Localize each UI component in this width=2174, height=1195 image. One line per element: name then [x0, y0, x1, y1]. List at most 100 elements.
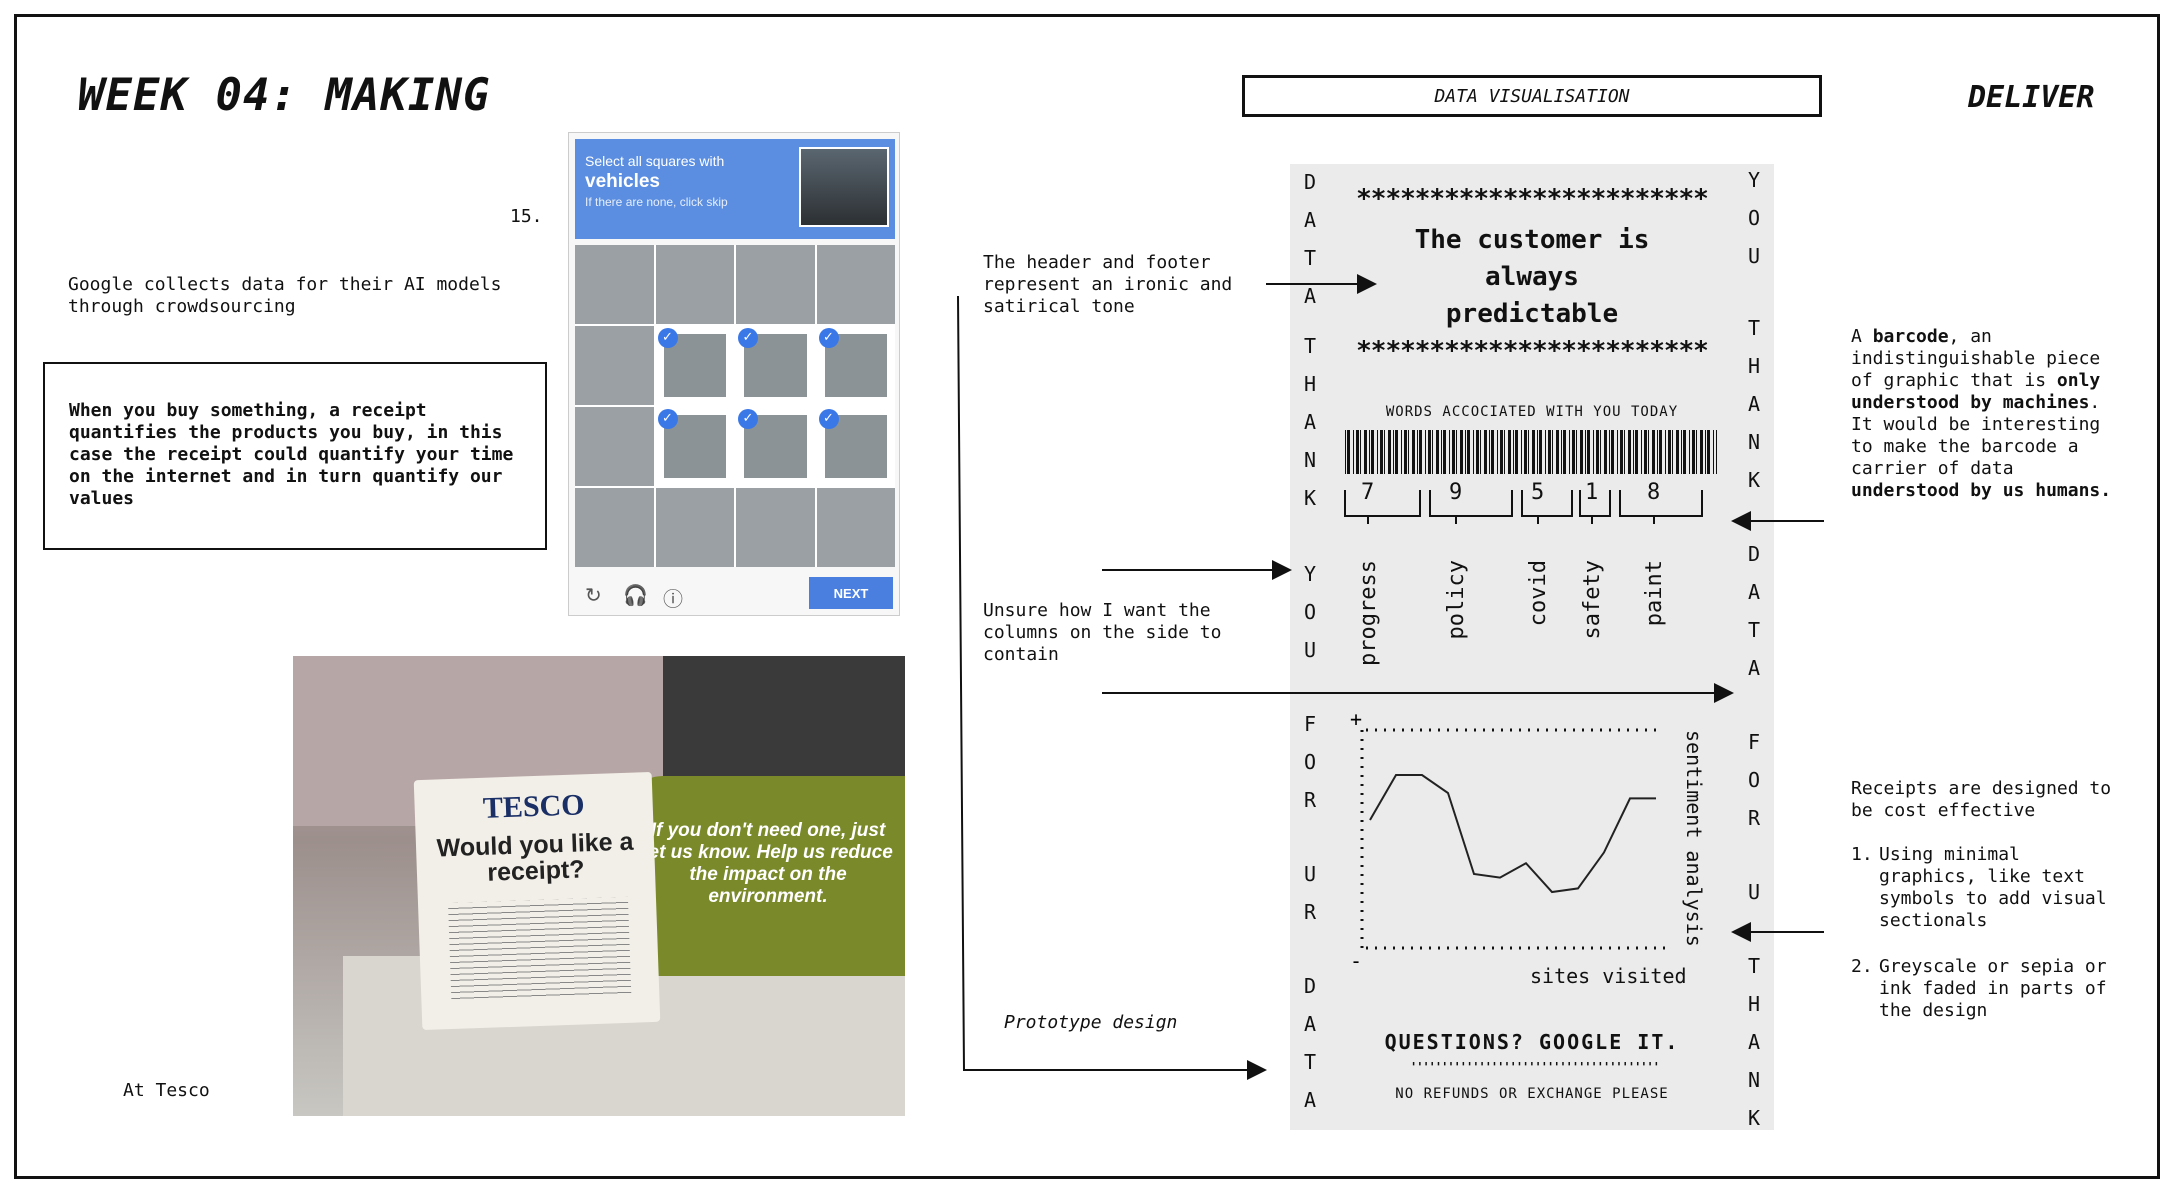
captcha-tile[interactable] [736, 245, 815, 324]
phase-label: DELIVER [1968, 80, 2095, 115]
captcha-tile[interactable] [575, 407, 654, 486]
digit-bracket [1429, 490, 1513, 524]
barcode-bar [1624, 430, 1625, 474]
barcode-bar [1380, 430, 1383, 474]
barcode-bar [1545, 430, 1546, 474]
digit-brackets [1344, 490, 1703, 524]
captcha-tile[interactable] [655, 245, 734, 324]
captcha-tile[interactable]: ✓ [655, 326, 734, 405]
sentiment-chart: +- [1350, 708, 1668, 968]
side-letter: K [1303, 486, 1317, 510]
side-letter: A [1747, 580, 1761, 604]
barcode-bar [1467, 430, 1470, 474]
barcode-bar [1552, 430, 1553, 474]
barcode-bar [1657, 430, 1658, 474]
sentiment-label: sentiment analysis [1682, 730, 1706, 947]
barcode-note-text: , an indistinguishable piece of graphic … [1851, 326, 2101, 391]
side-letter: T [1303, 334, 1317, 358]
side-letter: A [1303, 410, 1317, 434]
captcha-tile[interactable]: ✓ [816, 326, 895, 405]
list-item-2: Greyscale or sepia or ink faded in parts… [1879, 956, 2107, 1021]
barcode-bar [1508, 430, 1511, 474]
captcha-tile[interactable] [816, 245, 895, 324]
barcode-bar [1585, 430, 1586, 474]
headphones-icon[interactable]: 🎧 [623, 583, 648, 607]
section-box-label: DATA VISUALISATION [1434, 85, 1630, 107]
sites-label: sites visited [1530, 964, 1687, 988]
reload-icon[interactable]: ↻ [585, 583, 602, 607]
check-icon: ✓ [738, 328, 758, 348]
barcode-bar [1707, 430, 1710, 474]
captcha-tile[interactable] [575, 488, 654, 567]
barcode-bar [1417, 430, 1418, 474]
barcode-bar [1356, 430, 1359, 474]
side-letter: H [1303, 372, 1317, 396]
barcode-bar [1404, 430, 1407, 474]
info-icon[interactable]: ⓘ [663, 587, 683, 611]
barcode-note-text: . It would be interesting to make the ba… [1851, 392, 2101, 479]
side-letter: T [1303, 246, 1317, 270]
barcode-bar [1449, 430, 1450, 474]
captcha-tile[interactable]: ✓ [736, 326, 815, 405]
barcode-bar [1596, 430, 1599, 474]
side-letter: N [1303, 448, 1317, 472]
captcha-footer: ↻ 🎧 ⓘ NEXT [575, 573, 895, 613]
side-letter: R [1303, 900, 1317, 924]
captcha-tile[interactable]: ✓ [816, 407, 895, 486]
barcode-bar [1576, 430, 1577, 474]
captcha-tile[interactable] [655, 488, 734, 567]
side-letter: T [1303, 1050, 1317, 1074]
barcode-bar [1600, 430, 1601, 474]
receipt-note: When you buy something, a receipt quanti… [69, 400, 514, 509]
barcode-bar [1617, 430, 1618, 474]
dots-line: '''''''''''''''''''''''''''''''''''''''' [1410, 1060, 1660, 1074]
captcha-tile[interactable] [736, 488, 815, 567]
captcha-tile[interactable]: ✓ [736, 407, 815, 486]
barcode-bar [1604, 430, 1607, 474]
barcode-bar [1641, 430, 1642, 474]
barcode-bar [1428, 430, 1431, 474]
barcode-bar [1441, 430, 1442, 474]
tesco-caption: At Tesco [123, 1080, 210, 1101]
barcode-bar [1648, 430, 1649, 474]
captcha-tile[interactable]: ✓ [655, 407, 734, 486]
digit-bracket [1619, 490, 1703, 524]
barcode-digit: 7 [1361, 480, 1375, 505]
barcode-bar [1539, 430, 1542, 474]
side-letter: O [1303, 750, 1317, 774]
captcha-grid: ✓ ✓ ✓ ✓ ✓ ✓ [575, 245, 895, 567]
google-note: Google collects data for their AI models… [68, 274, 502, 317]
check-icon: ✓ [818, 409, 839, 429]
barcode-bar [1705, 430, 1706, 474]
barcode-bar [1652, 430, 1655, 474]
side-letter: A [1303, 1012, 1317, 1036]
barcode-bar [1689, 430, 1690, 474]
side-letter: H [1747, 354, 1761, 378]
barcode-digit: 1 [1585, 480, 1599, 505]
side-letter: Y [1303, 562, 1317, 586]
captcha-tile[interactable] [816, 488, 895, 567]
digit-bracket [1579, 490, 1611, 524]
captcha-next-button[interactable]: NEXT [809, 577, 893, 609]
side-letter: K [1747, 468, 1761, 492]
side-letter: F [1747, 730, 1761, 754]
side-letter: T [1747, 954, 1761, 978]
side-letter: F [1303, 712, 1317, 736]
stars-bottom: ************************ [1356, 336, 1709, 366]
barcode-note-text: A [1851, 326, 1873, 347]
stars-top: ************************ [1356, 184, 1709, 214]
barcode-bar [1456, 430, 1457, 474]
captcha-tile[interactable] [575, 326, 654, 405]
barcode [1345, 430, 1717, 474]
barcode-bar [1345, 430, 1346, 474]
captcha-widget: Select all squares with vehicles If ther… [568, 132, 900, 616]
captcha-tile[interactable] [575, 245, 654, 324]
chart-minus: - [1350, 949, 1362, 968]
barcode-bar [1561, 430, 1562, 474]
barcode-bar [1635, 430, 1638, 474]
header-footer-note: The header and footer represent an ironi… [983, 252, 1233, 317]
no-refunds-line: NO REFUNDS OR EXCHANGE PLEASE [1395, 1086, 1669, 1102]
barcode-note: A barcode, an indistinguishable piece of… [1851, 326, 2111, 502]
